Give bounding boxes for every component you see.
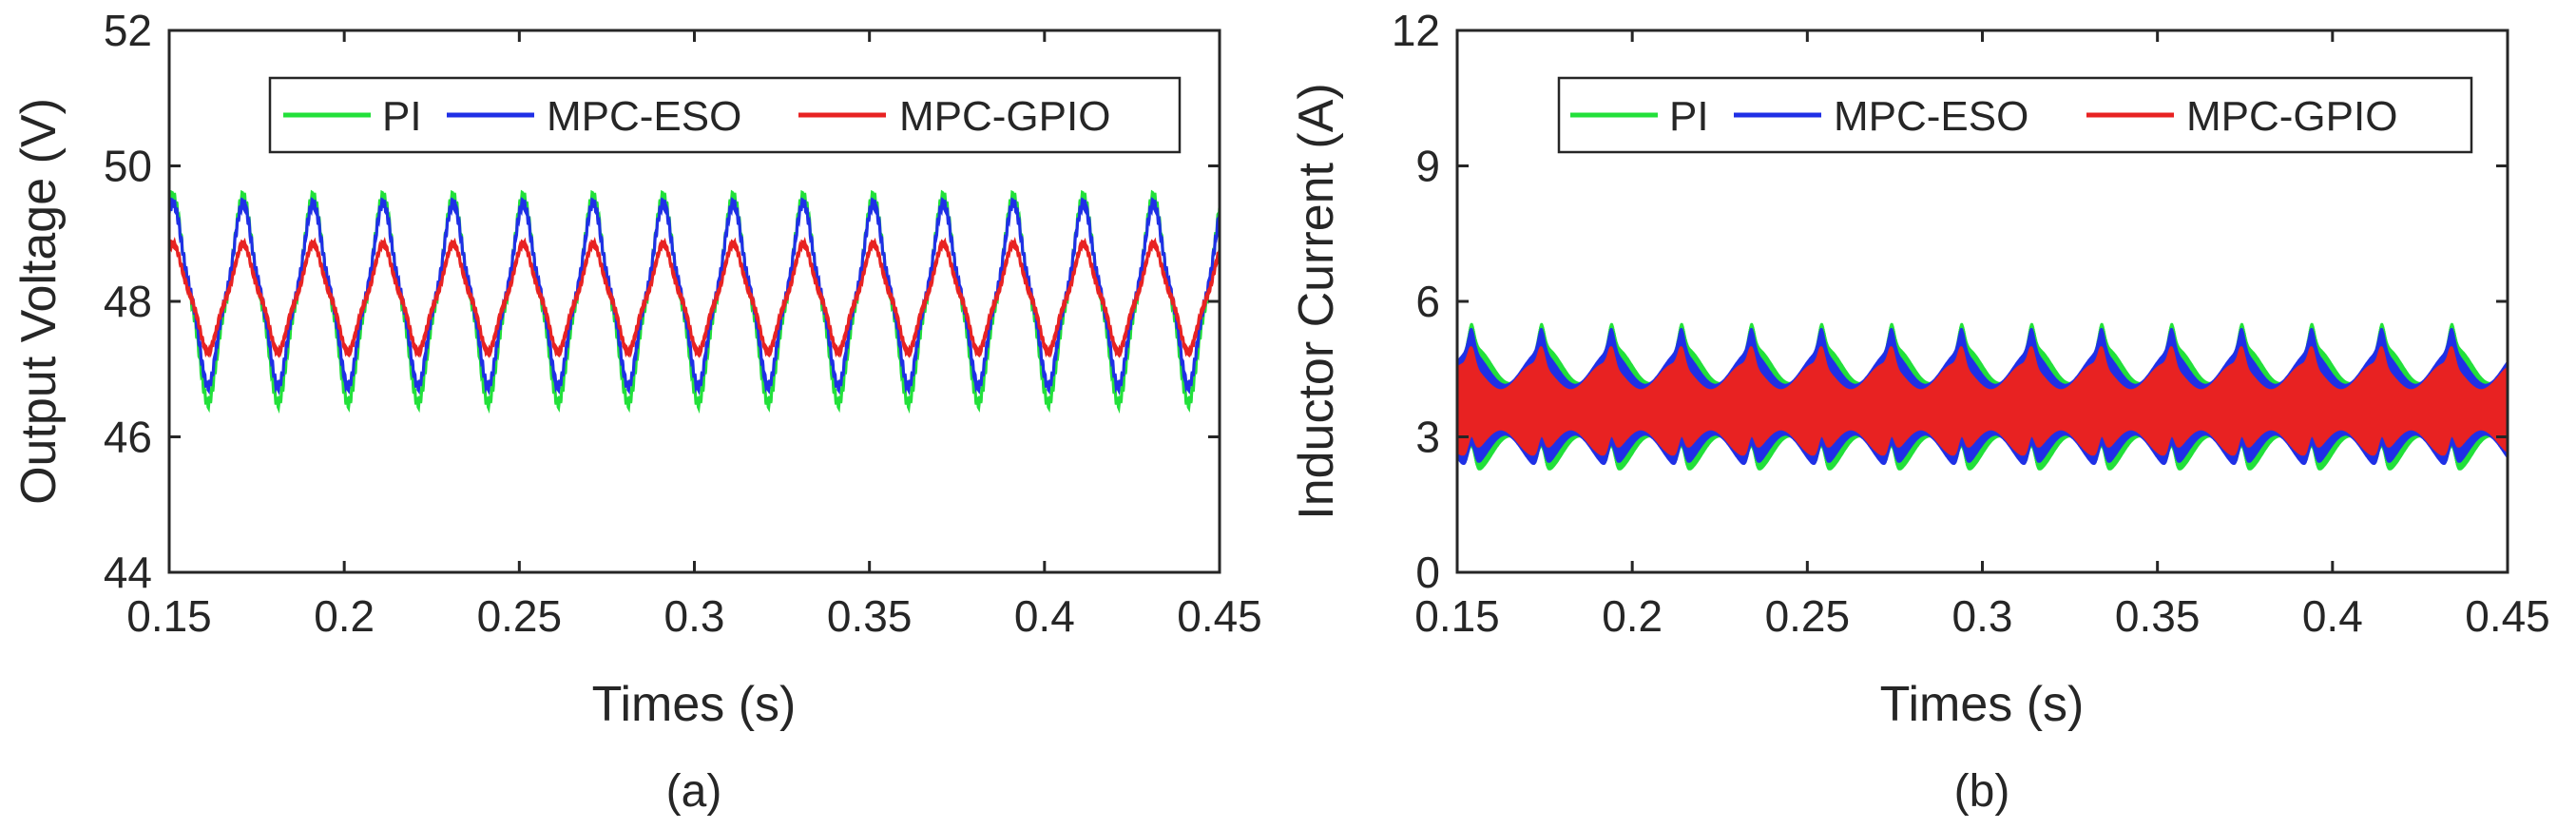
y-tick-label-a: 46 xyxy=(104,413,152,462)
legend-label-b-pi: PI xyxy=(1669,93,1709,140)
x-tick-label-a: 0.3 xyxy=(664,591,725,641)
y-tick-label-a: 50 xyxy=(104,142,152,191)
legend-box-a xyxy=(268,76,1182,154)
series-line-b-mpc-eso xyxy=(1457,327,2508,466)
series-group-b xyxy=(1457,322,2508,471)
x-tick-label-a: 0.45 xyxy=(1177,591,1262,641)
x-tick-label-a: 0.25 xyxy=(477,591,563,641)
series-group-a xyxy=(169,189,1220,414)
series-line-a-mpc-eso xyxy=(169,197,1220,396)
ticks-b: 0.15 0.2 0.25 0.3 0.35 0.4 0.45 0 3 6 9 12 xyxy=(1392,6,2550,641)
legend-label-a-mpc-gpio: MPC-GPIO xyxy=(899,93,1110,140)
ticks-a: 0.15 0.2 0.25 0.3 0.35 0.4 0.45 44 46 48 50 52 xyxy=(104,6,1262,641)
x-axis-label-a: Times (s) xyxy=(592,677,797,732)
x-tick-label-a: 0.15 xyxy=(126,591,212,641)
panel-a: 0.15 0.2 0.25 0.3 0.35 0.4 0.45 44 46 48 50 52 Time… xyxy=(11,6,1262,817)
x-tick-label-b: 0.25 xyxy=(1765,591,1851,641)
y-axis-label-b: Inductor Current (A) xyxy=(1289,83,1344,520)
y-tick-label-a: 44 xyxy=(104,548,152,597)
legend-label-b-mpc-gpio: MPC-GPIO xyxy=(2186,93,2397,140)
legend-box-b xyxy=(1557,76,2473,154)
legend-a: PI MPC-ESO MPC-GPIO xyxy=(268,76,1182,154)
y-tick-label-b: 12 xyxy=(1392,6,1440,55)
series-line-a-mpc-gpio xyxy=(169,237,1220,358)
x-tick-label-a: 0.4 xyxy=(1014,591,1075,641)
y-tick-label-b: 6 xyxy=(1415,277,1440,326)
y-tick-label-b: 0 xyxy=(1415,548,1440,597)
series-line-b-mpc-gpio xyxy=(1457,346,2508,456)
x-tick-label-b: 0.15 xyxy=(1414,591,1500,641)
panel-caption-a: (a) xyxy=(666,766,722,817)
x-tick-label-b: 0.45 xyxy=(2465,591,2550,641)
legend-label-a-pi: PI xyxy=(382,93,422,140)
x-tick-label-b: 0.35 xyxy=(2115,591,2201,641)
legend-label-a-mpc-eso: MPC-ESO xyxy=(547,93,741,140)
x-tick-label-b: 0.3 xyxy=(1952,591,2013,641)
y-tick-label-b: 9 xyxy=(1415,142,1440,191)
legend-b: PI MPC-ESO MPC-GPIO xyxy=(1557,76,2473,154)
legend-label-b-mpc-eso: MPC-ESO xyxy=(1834,93,2028,140)
y-tick-label-a: 48 xyxy=(104,277,152,326)
x-tick-label-a: 0.35 xyxy=(827,591,913,641)
x-tick-label-b: 0.4 xyxy=(2302,591,2363,641)
panel-caption-b: (b) xyxy=(1954,766,2010,817)
x-axis-label-b: Times (s) xyxy=(1880,677,2085,732)
y-tick-label-a: 52 xyxy=(104,6,152,55)
y-tick-label-b: 3 xyxy=(1415,413,1440,462)
series-line-a-pi xyxy=(169,189,1220,414)
series-line-b-pi xyxy=(1457,322,2508,471)
x-tick-label-b: 0.2 xyxy=(1602,591,1663,641)
panel-b: 0.15 0.2 0.25 0.3 0.35 0.4 0.45 0 3 6 9 12 Times (s… xyxy=(1289,6,2550,817)
x-tick-label-a: 0.2 xyxy=(314,591,375,641)
y-axis-label-a: Output Voltage (V) xyxy=(11,98,67,505)
